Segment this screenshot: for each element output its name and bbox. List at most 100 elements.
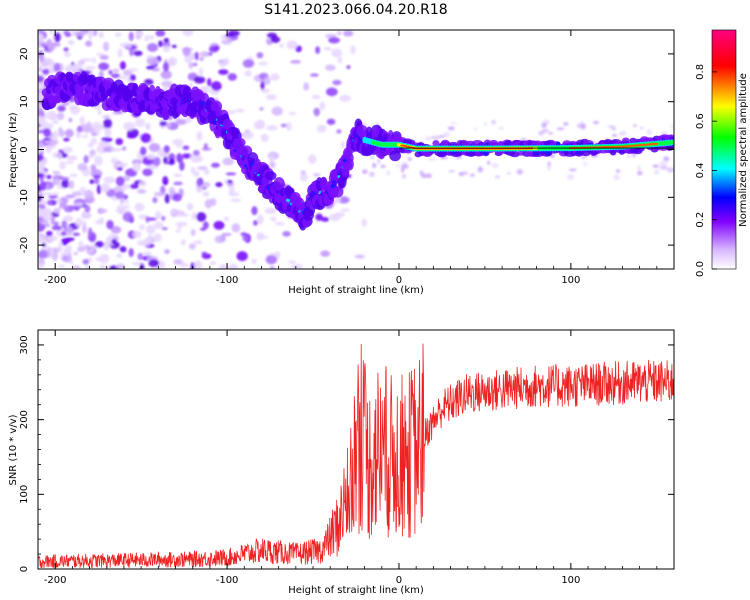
heat-cell [146, 57, 159, 66]
heat-cell [228, 263, 239, 269]
heat-cell [450, 122, 458, 125]
heat-cell [47, 235, 58, 242]
heat-cell [39, 176, 44, 183]
heat-cell [546, 165, 551, 171]
heat-cell [244, 70, 252, 77]
spectrogram-y-ticks: -20 -10 0 10 20 [19, 48, 674, 253]
y-tick-label: 20 [19, 48, 30, 61]
heat-cell [60, 237, 71, 244]
heat-cell [175, 229, 181, 233]
heat-cell [286, 121, 292, 131]
heat-cell [420, 173, 429, 179]
heat-cell [162, 45, 171, 53]
heat-cell [138, 214, 147, 220]
heat-cell [259, 106, 264, 111]
heat-cell [195, 183, 204, 193]
heat-cell [98, 140, 107, 147]
heat-cell [47, 44, 56, 51]
y-tick-label: 200 [19, 410, 30, 429]
heat-cell [104, 127, 112, 138]
heat-cell [136, 32, 144, 37]
heat-cell [182, 30, 194, 37]
heat-cell [51, 225, 62, 231]
heat-cell [94, 130, 101, 135]
heat-cell [52, 192, 60, 196]
heat-cell [269, 161, 276, 169]
heat-cell [637, 170, 643, 176]
heat-cell [291, 263, 303, 269]
heat-cell [227, 73, 237, 81]
heat-cell [43, 192, 53, 196]
heat-cell [196, 131, 203, 141]
heat-cell [163, 145, 170, 154]
y-tick-label: 0 [19, 146, 30, 152]
heat-cell [407, 157, 413, 161]
heat-cell [646, 129, 653, 135]
spectrogram-y-axis-title: Frequency (Hz) [8, 112, 19, 188]
heat-cell [177, 209, 182, 218]
colorbar-ticks: 0.0 0.2 0.4 0.6 0.8 [695, 64, 717, 277]
y-tick-label: 0 [19, 566, 30, 572]
colorbar: 0.0 0.2 0.4 0.6 0.8 Normalized spectral ampl… [695, 29, 749, 277]
heat-cell [59, 204, 67, 209]
heat-cell [199, 51, 209, 58]
heat-cell [193, 149, 200, 156]
heat-cell [369, 155, 375, 160]
heat-cell [194, 51, 199, 61]
heat-cell [266, 125, 278, 131]
heat-cell [69, 173, 78, 178]
heat-cell [202, 191, 210, 197]
heat-cell [580, 123, 587, 130]
heat-cell [196, 178, 202, 188]
heat-cell [137, 253, 144, 261]
ridge-cell [240, 145, 253, 157]
heat-cell [213, 220, 225, 230]
heat-cell [161, 215, 166, 221]
heat-cell [72, 232, 81, 236]
heat-cell [369, 171, 375, 178]
heat-cell [211, 81, 222, 91]
x-tick-label: -200 [44, 275, 67, 286]
heat-cell [346, 65, 351, 70]
heat-cell [61, 179, 70, 189]
heat-cell [63, 137, 70, 142]
heat-cell [38, 148, 43, 154]
heat-cell [300, 170, 306, 175]
heat-cell [114, 32, 122, 38]
heat-cell [126, 134, 137, 139]
heat-cell [38, 43, 43, 49]
heat-cell [207, 77, 212, 87]
heat-cell [639, 126, 644, 129]
ridge-cell [432, 140, 440, 147]
heat-cell [68, 180, 75, 189]
heat-cell [670, 124, 674, 129]
heat-cell [62, 215, 74, 222]
heat-cell [47, 248, 52, 258]
heat-cell [38, 172, 45, 179]
heat-cell [400, 168, 405, 173]
heat-cell [102, 115, 111, 119]
heat-cell [556, 127, 565, 131]
heat-cell [613, 174, 620, 181]
heat-cell [260, 80, 265, 90]
heat-cell [87, 227, 93, 238]
heat-cell [477, 166, 484, 173]
heat-cell [95, 257, 107, 262]
heat-cell [270, 73, 280, 81]
snr-x-axis-title: Height of straight line (km) [288, 585, 424, 596]
heat-cell [83, 155, 89, 164]
heat-cell [84, 204, 91, 213]
heat-cell [124, 200, 129, 204]
heat-cell [86, 248, 95, 255]
heat-cell [38, 209, 47, 218]
heat-cell [282, 231, 291, 237]
heat-cell [256, 52, 264, 59]
heat-cell [38, 50, 44, 57]
heat-cell [48, 195, 59, 199]
heat-cell [153, 191, 166, 197]
heat-cell [288, 260, 296, 264]
y-tick-label: 100 [19, 485, 30, 504]
heat-cell [320, 250, 331, 257]
heat-cell [258, 61, 268, 66]
